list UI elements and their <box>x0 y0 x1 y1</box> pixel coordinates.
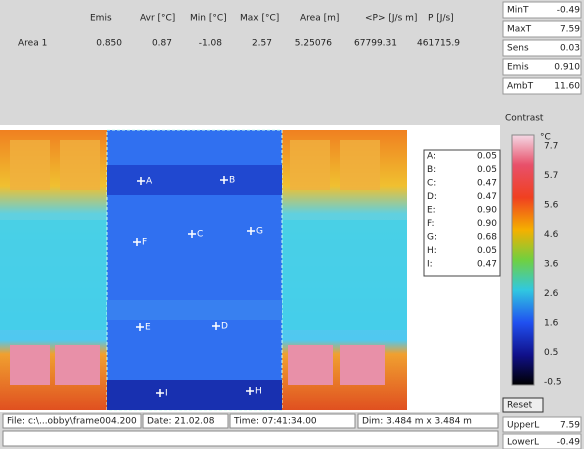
scale-label: 5.6 <box>544 201 559 211</box>
marker-label: G: <box>427 233 437 243</box>
marker-label: B: <box>427 165 436 175</box>
row-label: Area 1 <box>18 39 47 49</box>
marker-letter: B <box>229 176 235 186</box>
status-text: Dim: 3.484 m x 3.484 m <box>362 417 472 427</box>
marker-value: 0.05 <box>477 165 497 175</box>
scale-label: 7.7 <box>544 142 558 152</box>
column-header: <P> [J/s m] <box>365 14 417 24</box>
marker-value: 0.05 <box>477 152 497 162</box>
page: Emis Avr [°C] Min [°C] Max [°C] Area [m] <P> … <box>0 0 584 449</box>
scale-label: 1.6 <box>544 319 559 329</box>
colorbar <box>512 135 534 385</box>
column-header: Emis <box>90 14 112 24</box>
marker-letter: F <box>142 238 147 248</box>
param-value: 0.03 <box>560 44 580 54</box>
marker-label: I: <box>427 260 433 270</box>
scale-label: 3.6 <box>544 260 559 270</box>
marker-value: 0.05 <box>477 246 497 256</box>
status-text: File: c:\...obby\frame004.200 <box>7 417 137 427</box>
cell: 2.57 <box>252 39 272 49</box>
marker-letter: D <box>221 322 228 332</box>
limit-value: 7.59 <box>560 421 580 431</box>
status-text: Time: 07:41:34.00 <box>233 417 317 427</box>
marker-label: D: <box>427 192 437 202</box>
column-header: P [J/s] <box>428 14 454 24</box>
marker-value: 0.90 <box>477 219 497 229</box>
marker-letter: I <box>165 389 168 399</box>
param-label: Sens <box>507 44 529 54</box>
param-label: MaxT <box>507 25 532 35</box>
limit-value: -0.49 <box>557 438 581 448</box>
marker-label: E: <box>427 206 436 216</box>
contrast-title: Contrast <box>505 114 544 124</box>
screen: Emis Avr [°C] Min [°C] Max [°C] Area [m] <P> … <box>0 0 584 449</box>
cell: 461715.9 <box>417 39 460 49</box>
cell: 67799.31 <box>354 39 397 49</box>
marker-value: 0.47 <box>477 192 497 202</box>
param-value: 7.59 <box>560 25 580 35</box>
status-field <box>3 431 498 446</box>
marker-letter: A <box>146 177 153 187</box>
param-value: 0.910 <box>554 63 580 73</box>
reset-label[interactable]: Reset <box>507 401 533 411</box>
scale-label: 5.7 <box>544 171 558 181</box>
limit-label: LowerL <box>507 438 539 448</box>
limit-label: UpperL <box>507 421 539 431</box>
column-header: Avr [°C] <box>140 14 175 24</box>
marker-value: 0.68 <box>477 233 497 243</box>
marker-value: 0.47 <box>477 260 497 270</box>
cell: -1.08 <box>199 39 223 49</box>
thermal-image <box>0 130 407 410</box>
marker-value: 0.47 <box>477 179 497 189</box>
scale-label: 2.6 <box>544 289 559 299</box>
marker-letter: C <box>197 230 203 240</box>
status-text: Date: 21.02.08 <box>147 417 215 427</box>
marker-value: 0.90 <box>477 206 497 216</box>
scale-label: -0.5 <box>544 378 562 388</box>
marker-label: A: <box>427 152 436 162</box>
marker-label: C: <box>427 179 436 189</box>
param-label: MinT <box>507 6 529 16</box>
scale-label: 4.6 <box>544 230 559 240</box>
marker-label: F: <box>427 219 435 229</box>
param-value: 11.60 <box>554 82 580 92</box>
marker-letter: G <box>256 227 263 237</box>
cell: 0.87 <box>152 39 172 49</box>
param-value: -0.49 <box>557 6 581 16</box>
scale-label: 0.5 <box>544 348 558 358</box>
cell: 0.850 <box>96 39 122 49</box>
marker-letter: H <box>255 387 262 397</box>
column-header: Max [°C] <box>240 14 279 24</box>
marker-label: H: <box>427 246 437 256</box>
param-label: Emis <box>507 63 529 73</box>
column-header: Min [°C] <box>190 14 227 24</box>
marker-letter: E <box>145 323 151 333</box>
cell: 5.25076 <box>295 39 332 49</box>
param-label: AmbT <box>507 82 534 92</box>
column-header: Area [m] <box>300 14 339 24</box>
